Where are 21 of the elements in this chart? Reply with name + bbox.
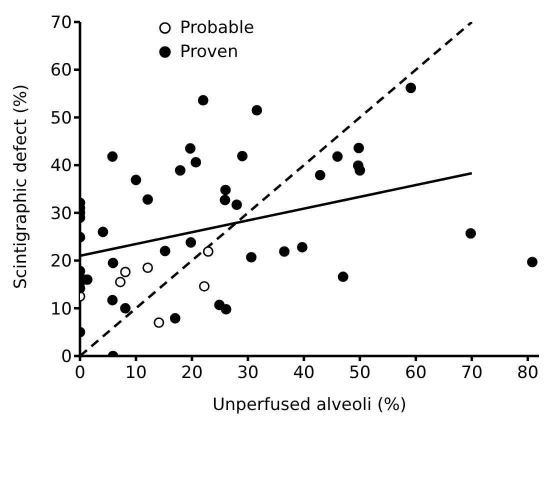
y-axis-title: Scintigraphic defect (%) — [11, 84, 32, 289]
y-tick-label: 0 — [61, 347, 72, 368]
y-tick-label: 60 — [50, 60, 72, 81]
x-axis-title: Unperfused alveoli (%) — [212, 395, 407, 415]
x-tick-label: 70 — [461, 363, 483, 384]
y-tick-label: 40 — [50, 156, 72, 176]
y-tick-label: 70 — [50, 13, 72, 34]
y-tick-label: 20 — [50, 252, 72, 272]
x-tick-label: 80 — [516, 363, 539, 384]
x-tick-label: 0 — [74, 363, 86, 384]
legend-label: Proven — [180, 41, 238, 64]
x-tick-label: 20 — [181, 363, 203, 384]
x-tick-label: 10 — [125, 363, 147, 384]
y-tick-label: 10 — [50, 299, 72, 320]
y-tick-label: 30 — [50, 204, 72, 224]
x-tick-label: 50 — [349, 363, 371, 384]
x-tick-label: 30 — [237, 363, 259, 384]
x-tick-label: 60 — [405, 363, 427, 384]
legend-label: Probable — [180, 17, 254, 40]
x-tick-label: 40 — [293, 363, 315, 384]
y-tick-label: 50 — [50, 108, 72, 128]
